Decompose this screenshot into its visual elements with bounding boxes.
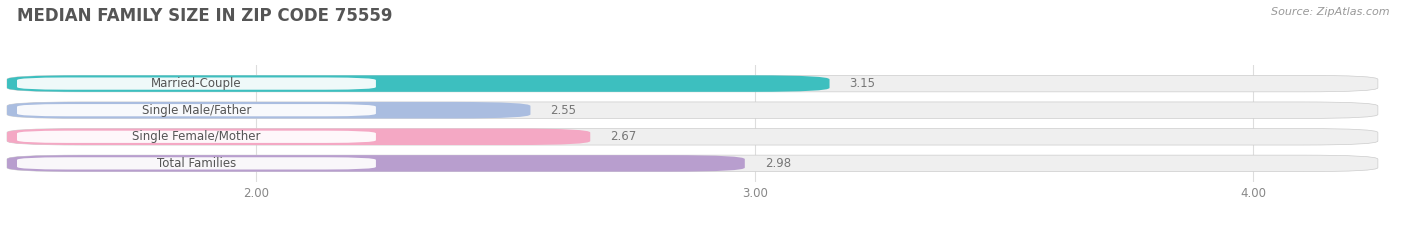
FancyBboxPatch shape <box>7 129 591 145</box>
Text: 3.15: 3.15 <box>849 77 876 90</box>
Text: Single Male/Father: Single Male/Father <box>142 104 252 117</box>
Text: Total Families: Total Families <box>157 157 236 170</box>
Text: Source: ZipAtlas.com: Source: ZipAtlas.com <box>1271 7 1389 17</box>
FancyBboxPatch shape <box>17 131 375 143</box>
FancyBboxPatch shape <box>7 75 830 92</box>
FancyBboxPatch shape <box>17 78 375 90</box>
Text: MEDIAN FAMILY SIZE IN ZIP CODE 75559: MEDIAN FAMILY SIZE IN ZIP CODE 75559 <box>17 7 392 25</box>
FancyBboxPatch shape <box>7 155 745 172</box>
FancyBboxPatch shape <box>17 157 375 169</box>
FancyBboxPatch shape <box>7 102 530 118</box>
FancyBboxPatch shape <box>7 75 1378 92</box>
Text: Married-Couple: Married-Couple <box>150 77 242 90</box>
FancyBboxPatch shape <box>7 102 1378 118</box>
FancyBboxPatch shape <box>7 155 1378 172</box>
Text: 2.67: 2.67 <box>610 130 637 143</box>
Text: Single Female/Mother: Single Female/Mother <box>132 130 260 143</box>
Text: 2.55: 2.55 <box>550 104 576 117</box>
FancyBboxPatch shape <box>7 129 1378 145</box>
Text: 2.98: 2.98 <box>765 157 790 170</box>
FancyBboxPatch shape <box>17 104 375 116</box>
